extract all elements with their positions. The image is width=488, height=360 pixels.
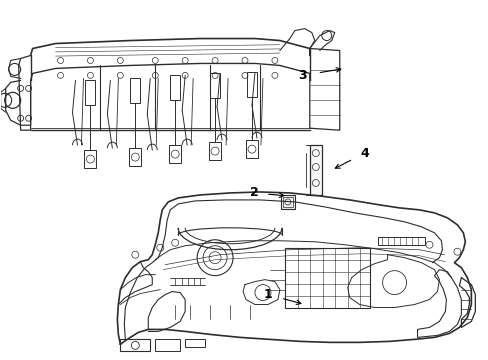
Bar xyxy=(285,248,369,307)
Bar xyxy=(309,145,321,195)
Bar xyxy=(280,195,294,209)
Bar xyxy=(129,148,141,166)
Text: 4: 4 xyxy=(360,147,368,159)
Bar xyxy=(246,72,256,97)
Bar xyxy=(170,75,180,100)
Bar xyxy=(169,145,181,163)
Bar xyxy=(84,150,96,168)
Bar xyxy=(245,140,258,158)
Bar xyxy=(85,80,95,105)
Bar xyxy=(185,339,204,347)
Bar xyxy=(210,73,220,98)
Bar xyxy=(155,339,180,351)
Text: 2: 2 xyxy=(249,186,258,199)
Bar xyxy=(130,78,140,103)
Bar xyxy=(283,197,292,207)
Text: 3: 3 xyxy=(298,69,306,82)
Text: 1: 1 xyxy=(263,288,272,301)
Bar xyxy=(209,142,221,160)
Bar xyxy=(120,339,150,351)
Bar xyxy=(377,237,425,245)
